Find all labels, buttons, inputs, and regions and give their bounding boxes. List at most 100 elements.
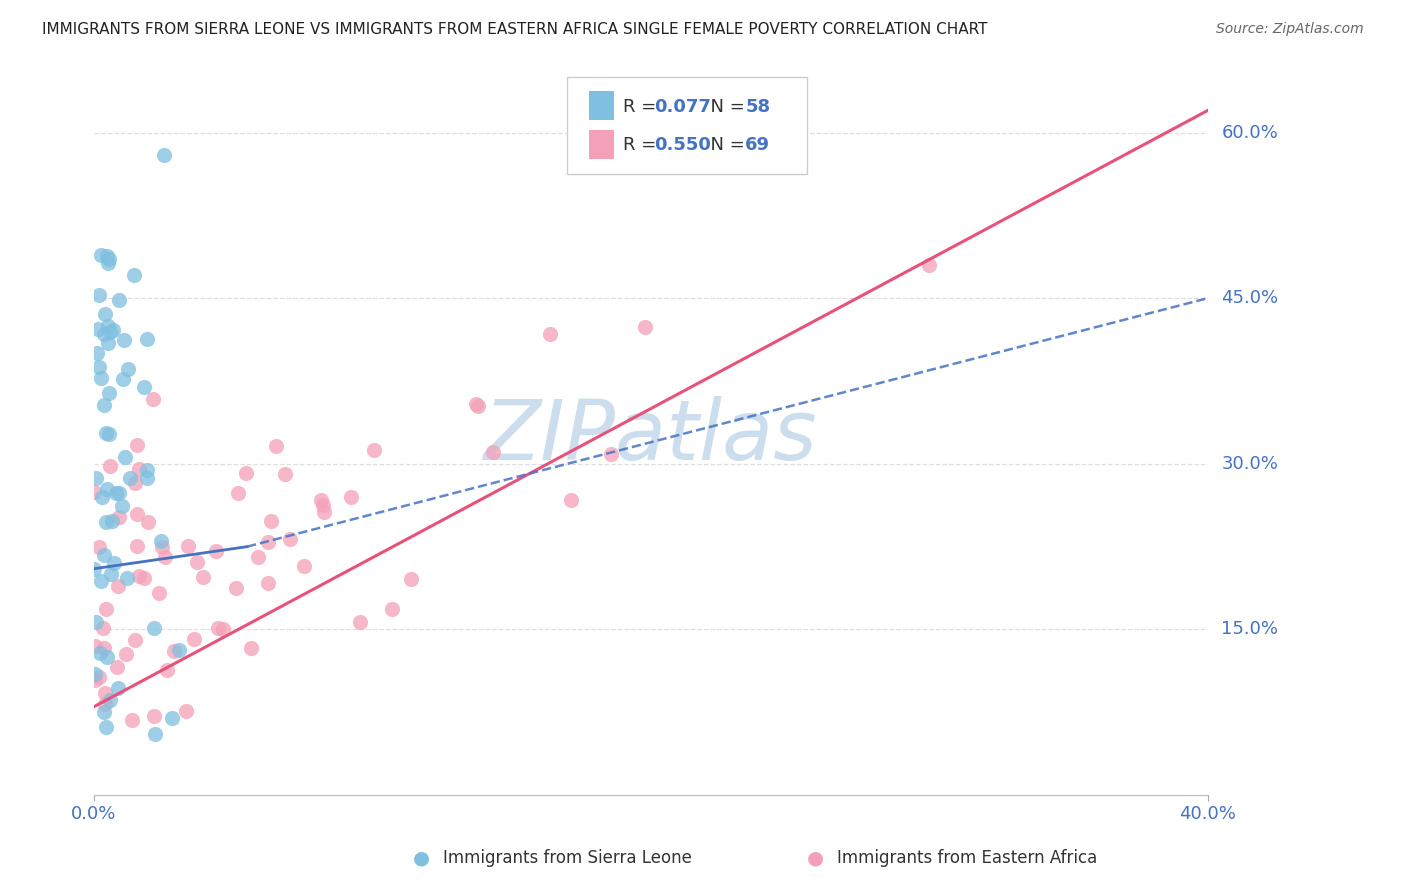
Point: [111, 500, 134, 514]
Point: [94, 425, 117, 440]
Point: [107, 579, 129, 593]
Point: [142, 392, 165, 406]
Text: R =: R =: [623, 136, 662, 153]
Point: [98, 458, 121, 473]
Point: [84, 639, 107, 653]
Text: 69: 69: [745, 136, 770, 153]
Point: [97, 318, 120, 333]
Point: [90, 574, 112, 588]
Point: [84, 615, 107, 629]
Point: [128, 569, 150, 583]
Point: [183, 632, 205, 647]
Point: [399, 573, 422, 587]
Point: [162, 644, 184, 658]
Text: 45.0%: 45.0%: [1222, 289, 1278, 307]
Point: [96, 649, 118, 664]
Point: [124, 268, 146, 282]
Text: N =: N =: [699, 136, 749, 153]
Point: [177, 539, 200, 553]
Point: [136, 463, 159, 477]
Point: [100, 566, 122, 581]
Point: [96, 515, 118, 529]
Point: [93, 640, 115, 655]
Point: [93, 705, 115, 719]
Point: [107, 485, 129, 500]
Text: N =: N =: [699, 98, 749, 116]
Point: [132, 379, 155, 393]
Point: [94, 602, 117, 616]
Point: [84, 666, 107, 681]
Point: [292, 558, 315, 573]
Point: [136, 515, 159, 529]
Point: [100, 325, 122, 339]
Point: [132, 571, 155, 585]
Point: [273, 467, 295, 481]
Point: [87, 541, 110, 555]
Point: [186, 555, 208, 569]
Point: [97, 255, 120, 269]
Point: [98, 426, 121, 441]
Text: 0.077: 0.077: [654, 98, 711, 116]
Point: [634, 319, 657, 334]
Point: [93, 685, 115, 699]
Text: ●: ●: [807, 848, 824, 868]
Point: [125, 438, 148, 452]
Text: ●: ●: [413, 848, 430, 868]
Point: [560, 493, 582, 508]
Text: 58: 58: [745, 98, 770, 116]
Point: [108, 293, 131, 307]
Text: 30.0%: 30.0%: [1222, 455, 1278, 473]
Point: [91, 490, 114, 504]
Point: [87, 288, 110, 302]
Point: [94, 720, 117, 734]
Point: [225, 581, 247, 595]
Point: [538, 326, 561, 341]
Point: [107, 681, 129, 695]
Point: [124, 633, 146, 648]
Point: [86, 345, 108, 359]
Point: [89, 670, 111, 684]
Text: R =: R =: [623, 98, 662, 116]
Text: Source: ZipAtlas.com: Source: ZipAtlas.com: [1216, 22, 1364, 37]
Point: [599, 447, 621, 461]
Point: [112, 333, 135, 347]
Point: [93, 548, 115, 562]
Point: [90, 371, 112, 385]
Point: [117, 362, 139, 376]
Point: [226, 486, 249, 500]
Point: [695, 159, 717, 173]
Point: [314, 505, 336, 519]
Point: [918, 258, 941, 272]
Point: [240, 641, 263, 656]
Point: [83, 562, 105, 576]
Point: [93, 327, 115, 342]
Point: [120, 471, 142, 485]
Text: IMMIGRANTS FROM SIERRA LEONE VS IMMIGRANTS FROM EASTERN AFRICA SINGLE FEMALE POV: IMMIGRANTS FROM SIERRA LEONE VS IMMIGRAN…: [42, 22, 987, 37]
Point: [108, 510, 131, 524]
Point: [100, 514, 122, 528]
Text: 15.0%: 15.0%: [1222, 621, 1278, 639]
Point: [84, 673, 107, 687]
Point: [83, 485, 105, 500]
Point: [96, 249, 118, 263]
Point: [135, 332, 157, 346]
Point: [160, 711, 183, 725]
Point: [235, 466, 257, 480]
Point: [105, 486, 128, 500]
Point: [125, 540, 148, 554]
Point: [87, 321, 110, 335]
Point: [136, 470, 159, 484]
Point: [207, 621, 229, 635]
Point: [204, 543, 226, 558]
FancyBboxPatch shape: [589, 91, 614, 120]
Point: [101, 323, 124, 337]
Point: [105, 660, 128, 674]
Point: [98, 252, 121, 266]
Point: [93, 307, 115, 321]
Point: [89, 360, 111, 375]
Point: [89, 646, 111, 660]
Point: [143, 727, 166, 741]
Point: [143, 708, 166, 723]
Point: [94, 698, 117, 712]
Point: [96, 482, 118, 496]
